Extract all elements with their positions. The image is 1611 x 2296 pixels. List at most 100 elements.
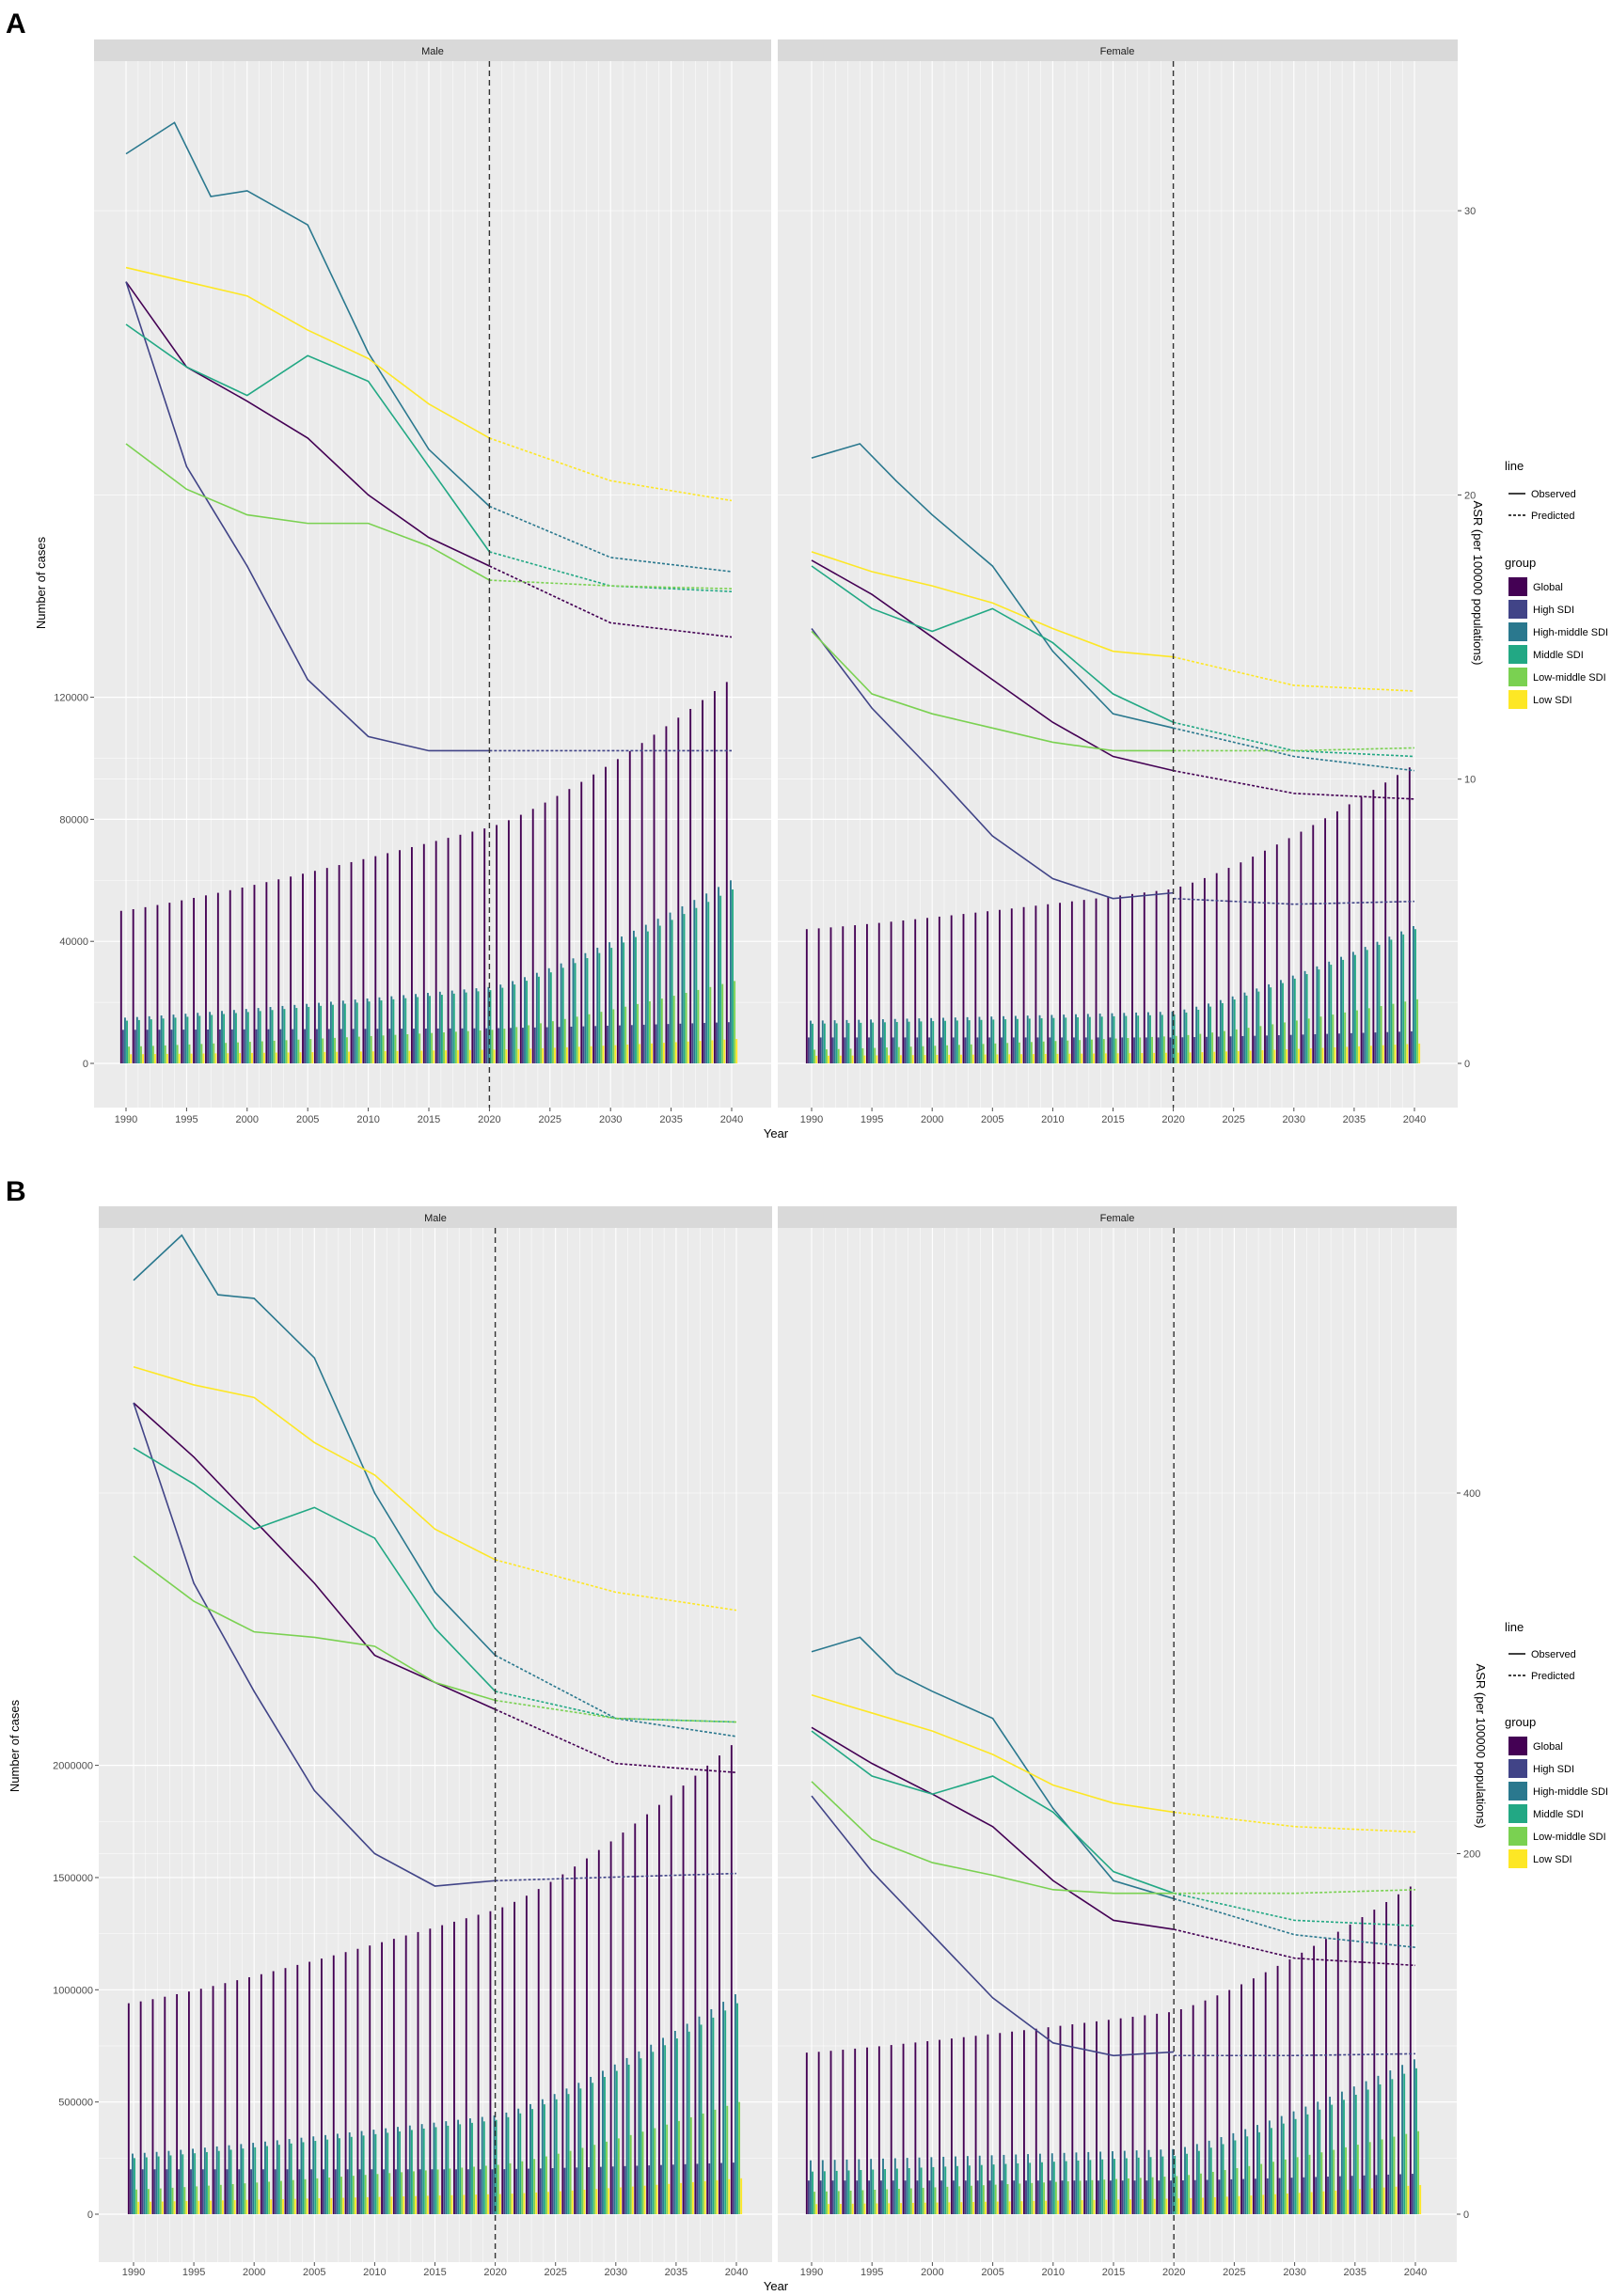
bar-low-middle-sdi-2002 [958,2186,961,2214]
bar-low-sdi-2022 [1202,2197,1204,2214]
x-tick-label: 2020 [1162,2267,1185,2278]
bar-low-middle-sdi-2015 [1115,2178,1118,2214]
bar-high-middle-sdi-2019 [481,2116,483,2214]
bar-global-2003 [962,914,965,1063]
bar-low-sdi-2007 [1020,2201,1023,2214]
bar-high-sdi-2029 [1278,2178,1281,2214]
bar-high-middle-sdi-2022 [512,981,514,1063]
legend-label-middle-sdi: Middle SDI [1533,650,1584,661]
bar-middle-sdi-2019 [1161,1014,1163,1063]
bar-middle-sdi-1991 [823,2171,826,2214]
bar-low-middle-sdi-2034 [666,2124,669,2214]
bar-high-middle-sdi-1997 [209,1012,212,1063]
bar-global-2015 [1107,897,1110,1063]
bar-global-2013 [1082,900,1085,1063]
line-observed-middle-sdi [133,1447,497,1692]
legend-b-line-title: line [1505,1620,1524,1634]
bar-middle-sdi-1992 [835,1023,838,1063]
bar-middle-sdi-2000 [254,2147,257,2214]
bar-low-sdi-2036 [687,1041,689,1063]
legend-swatch-low-middle-sdi [1508,668,1527,686]
bar-middle-sdi-2028 [1270,987,1272,1063]
bar-middle-sdi-1992 [150,1019,152,1063]
bar-low-sdi-2018 [475,2194,478,2214]
bar-low-sdi-2012 [396,1050,399,1063]
bar-low-middle-sdi-2015 [1114,1038,1117,1063]
bar-low-sdi-2001 [262,1052,265,1063]
bar-global-2011 [1059,2025,1062,2214]
bar-low-middle-sdi-2007 [1019,2183,1021,2214]
bar-global-2008 [1022,906,1025,1063]
bar-high-sdi-2006 [316,1029,318,1063]
legend-b: line Observed Predicted group Global High… [1505,1620,1608,1868]
bar-high-sdi-2036 [679,1023,682,1063]
bar-low-middle-sdi-2003 [970,1044,972,1063]
bar-middle-sdi-2033 [646,931,649,1063]
bar-high-sdi-2022 [1193,1037,1196,1063]
bar-global-2003 [277,879,280,1063]
bar-high-middle-sdi-1998 [228,2145,230,2214]
bar-middle-sdi-2002 [271,1010,274,1063]
bar-low-sdi-2021 [1189,1052,1192,1063]
bar-global-2030 [609,1841,612,2214]
bar-low-middle-sdi-2006 [322,1038,324,1063]
y-tick-label: 40000 [59,936,88,948]
bar-low-sdi-2025 [1237,1050,1240,1063]
bar-low-middle-sdi-2006 [1006,1043,1009,1063]
bar-middle-sdi-2040 [1414,929,1416,1063]
bar-high-middle-sdi-2001 [942,2156,945,2214]
bar-high-sdi-1996 [201,2169,204,2214]
bar-high-middle-sdi-1996 [203,2147,206,2214]
bar-low-sdi-2035 [1359,2189,1361,2214]
bar-high-middle-sdi-2011 [1063,2152,1066,2214]
bar-middle-sdi-2021 [507,2116,510,2214]
bar-high-middle-sdi-2038 [710,2008,713,2214]
bar-low-sdi-2013 [1093,2199,1096,2214]
bar-high-sdi-2027 [576,2167,578,2214]
bar-low-sdi-1999 [245,2199,248,2214]
bar-high-middle-sdi-2019 [1160,2149,1162,2214]
bar-high-sdi-2001 [940,2180,943,2214]
bar-middle-sdi-2008 [343,1003,346,1063]
bar-low-sdi-2030 [1298,2193,1301,2214]
bar-middle-sdi-2006 [320,1005,323,1063]
bar-middle-sdi-2039 [1402,934,1405,1063]
bar-low-middle-sdi-1990 [813,1049,816,1063]
bar-high-middle-sdi-2032 [638,2051,640,2214]
bar-high-middle-sdi-2031 [1303,970,1306,1063]
bar-low-sdi-2038 [716,2179,719,2214]
bar-global-2035 [670,1795,672,2214]
bar-middle-sdi-2028 [586,958,589,1063]
bar-low-middle-sdi-2033 [1333,2149,1335,2214]
bar-global-2020 [489,1911,492,2214]
bar-global-2021 [1179,886,1182,1063]
lines-b [133,1234,1416,2057]
bar-middle-sdi-2023 [1209,2147,1212,2214]
bar-low-sdi-2014 [426,2195,429,2214]
line-predicted-low-sdi [489,437,733,502]
bar-high-middle-sdi-1998 [221,1011,223,1063]
bar-low-middle-sdi-2015 [436,2169,439,2214]
bar-high-sdi-2020 [1169,1037,1172,1063]
bar-high-sdi-2014 [1098,2180,1099,2214]
legend-a-observed-label: Observed [1531,489,1576,500]
bar-low-middle-sdi-2019 [1163,2177,1166,2214]
bar-middle-sdi-2002 [277,2145,280,2214]
legend-b-group-title: group [1505,1715,1536,1729]
bar-global-2030 [605,766,607,1063]
bar-high-sdi-2034 [655,1024,657,1063]
bar-low-sdi-1997 [899,1055,902,1063]
bar-global-2024 [1216,1995,1219,2214]
bar-global-2009 [1035,2028,1037,2214]
bar-low-middle-sdi-2021 [1188,2175,1191,2214]
bar-low-sdi-2033 [1335,2190,1337,2214]
legend-a-predicted-label: Predicted [1531,511,1574,522]
bar-low-middle-sdi-2029 [1284,2159,1287,2214]
bar-high-sdi-2001 [261,2169,264,2214]
bar-low-sdi-2011 [384,1051,387,1063]
bar-low-middle-sdi-2003 [971,2185,972,2214]
bar-high-middle-sdi-2035 [1351,951,1354,1063]
line-predicted-global [1174,1928,1416,1967]
line-predicted-high-sdi [495,1872,737,1882]
legend-label-high-middle-sdi: High-middle SDI [1533,627,1608,638]
